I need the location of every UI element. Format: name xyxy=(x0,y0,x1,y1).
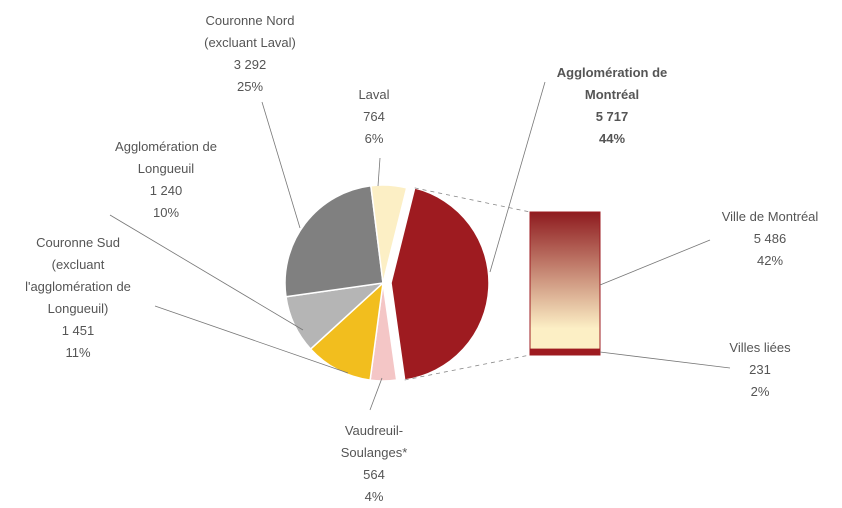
leader-line xyxy=(369,377,383,411)
label-value: 1 240 xyxy=(149,183,183,198)
label-share: 44% xyxy=(598,131,626,146)
label-name: Ville de Montréal xyxy=(721,209,819,224)
slice-label: Vaudreuil-Soulanges* 564 4% xyxy=(329,420,419,508)
slice-label: Ville de Montréal 5 486 42% xyxy=(705,206,835,272)
pie-slice xyxy=(390,187,490,381)
leader-line xyxy=(377,157,381,187)
label-name: Couronne Nord (excluant Laval) xyxy=(204,13,296,50)
leader-line xyxy=(109,214,304,331)
leader-line xyxy=(404,354,531,381)
label-value: 5 486 xyxy=(753,231,787,246)
slice-label: Agglomération de Longueuil 1 240 10% xyxy=(91,136,241,224)
label-name: Laval xyxy=(358,87,390,102)
leader-line xyxy=(154,305,349,374)
label-share: 25% xyxy=(236,79,264,94)
label-name: Agglomération de Longueuil xyxy=(115,139,217,176)
label-name: Couronne Sud (excluant l'agglomération d… xyxy=(25,235,131,316)
label-value: 3 292 xyxy=(233,57,267,72)
label-name: Villes liées xyxy=(729,340,791,355)
leader-line xyxy=(414,187,531,213)
label-share: 11% xyxy=(65,345,91,360)
slice-label: Villes liées 231 2% xyxy=(705,337,815,403)
slice-label: Agglomération de Montréal 5 717 44% xyxy=(537,62,687,150)
pie-slice xyxy=(370,184,408,284)
leader-line xyxy=(489,81,546,273)
leader-line xyxy=(599,239,711,286)
slice-label: Laval 764 6% xyxy=(339,84,409,150)
label-name: Agglomération de Montréal xyxy=(556,65,668,102)
label-value: 564 xyxy=(363,467,385,482)
label-name: Vaudreuil-Soulanges* xyxy=(340,423,408,460)
leader-line xyxy=(261,101,301,229)
label-share: 4% xyxy=(364,489,384,504)
label-value: 5 717 xyxy=(595,109,629,124)
label-share: 6% xyxy=(364,131,384,146)
label-value: 231 xyxy=(749,362,771,377)
pie-slice xyxy=(284,184,384,298)
label-value: 764 xyxy=(363,109,385,124)
label-share: 2% xyxy=(750,384,770,399)
leader-line xyxy=(599,351,731,369)
label-value: 1 451 xyxy=(61,323,95,338)
bar-segment xyxy=(529,348,601,356)
label-share: 10% xyxy=(152,205,180,220)
slice-label: Couronne Nord (excluant Laval) 3 292 25% xyxy=(190,10,310,98)
bar-segment xyxy=(529,211,601,350)
slice-label: Couronne Sud (excluant l'agglomération d… xyxy=(16,232,141,364)
label-share: 42% xyxy=(756,253,784,268)
